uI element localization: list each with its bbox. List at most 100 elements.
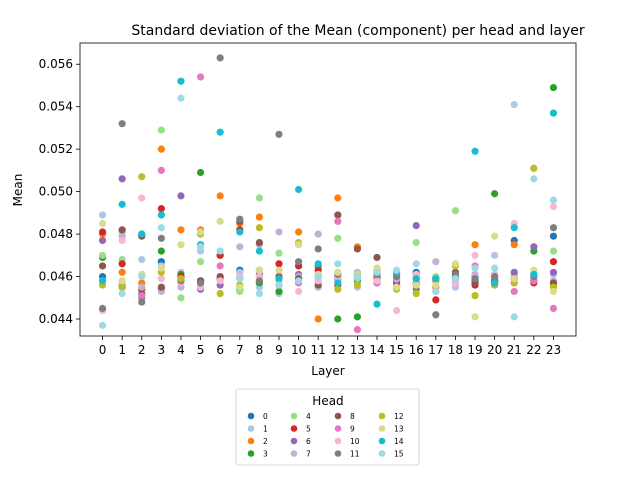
- point-head-10: [393, 306, 401, 315]
- legend-marker-head-7: [290, 450, 298, 457]
- point-head-5: [98, 228, 107, 236]
- legend-label-head-0: 0: [263, 412, 268, 421]
- legend-label-head-11: 11: [350, 450, 360, 459]
- point-head-7: [138, 283, 146, 291]
- point-head-5: [157, 205, 165, 213]
- point-head-10: [373, 277, 381, 285]
- point-head-13: [294, 241, 303, 249]
- legend-marker-head-3: [247, 450, 255, 457]
- legend-label-head-7: 7: [306, 450, 311, 459]
- legend-label-head-4: 4: [306, 412, 311, 421]
- point-head-10: [216, 277, 224, 285]
- point-head-4: [98, 251, 107, 259]
- point-head-13: [471, 313, 479, 321]
- point-head-15: [491, 264, 499, 272]
- point-head-5: [275, 260, 283, 268]
- legend-marker-head-8: [334, 412, 342, 420]
- point-head-4: [275, 249, 283, 257]
- point-head-1: [491, 251, 499, 259]
- point-head-14: [275, 275, 283, 283]
- chart-title: Standard deviation of the Mean (componen…: [131, 23, 584, 39]
- y-tick-label: 0.048: [39, 227, 73, 241]
- point-head-8: [353, 245, 362, 253]
- legend-marker-head-12: [378, 412, 386, 420]
- point-head-6: [98, 236, 107, 245]
- point-head-9: [196, 73, 205, 81]
- point-head-3: [275, 287, 283, 296]
- point-head-14: [510, 224, 518, 232]
- point-head-11: [471, 275, 479, 283]
- legend-marker-head-14: [378, 437, 386, 445]
- legend-marker-head-15: [378, 450, 386, 457]
- point-head-7: [432, 258, 440, 266]
- point-head-12: [118, 283, 126, 291]
- point-head-11: [294, 258, 303, 266]
- legend-marker-head-2: [247, 437, 255, 445]
- legend-marker-head-10: [334, 437, 342, 445]
- point-head-14: [157, 211, 165, 219]
- point-head-14: [549, 109, 558, 117]
- point-head-6: [510, 268, 518, 276]
- legend-box: [235, 388, 420, 466]
- point-head-13: [177, 241, 185, 249]
- point-head-13: [510, 275, 518, 283]
- point-head-6: [530, 243, 538, 251]
- point-head-8: [373, 253, 381, 262]
- point-head-4: [177, 294, 185, 302]
- point-head-7: [314, 230, 322, 238]
- point-head-3: [196, 168, 205, 177]
- point-head-12: [255, 224, 263, 232]
- x-tick-label: 16: [409, 343, 424, 357]
- legend-title: Head: [312, 394, 343, 408]
- point-head-11: [236, 215, 244, 223]
- x-tick-label: 7: [236, 343, 244, 357]
- legend-marker-head-9: [334, 425, 342, 432]
- y-tick-label: 0.056: [39, 57, 73, 71]
- point-head-12: [530, 164, 538, 172]
- point-head-13: [236, 283, 244, 291]
- legend-label-head-3: 3: [263, 450, 268, 459]
- point-head-11: [138, 298, 146, 306]
- point-head-13: [393, 283, 401, 291]
- point-head-13: [451, 260, 460, 268]
- point-head-4: [451, 207, 460, 215]
- point-head-12: [216, 289, 224, 298]
- point-head-11: [255, 277, 263, 285]
- point-head-4: [334, 234, 342, 242]
- point-head-14: [491, 279, 499, 287]
- point-head-11: [314, 245, 322, 253]
- point-head-9: [157, 166, 165, 174]
- point-head-15: [216, 247, 224, 255]
- point-head-1: [138, 255, 146, 264]
- point-head-11: [491, 272, 499, 281]
- point-head-15: [255, 289, 263, 298]
- x-tick-label: 23: [546, 343, 561, 357]
- point-head-15: [334, 260, 342, 268]
- point-head-5: [432, 296, 440, 304]
- point-head-2: [118, 268, 126, 276]
- point-head-2: [255, 213, 263, 221]
- point-head-12: [177, 275, 185, 283]
- point-head-6: [177, 192, 185, 200]
- point-head-15: [314, 272, 322, 281]
- point-head-4: [412, 238, 420, 247]
- point-head-14: [373, 300, 381, 308]
- point-head-13: [412, 281, 420, 289]
- x-tick-label: 0: [99, 343, 107, 357]
- point-head-10: [294, 287, 303, 296]
- point-head-8: [255, 238, 263, 247]
- point-head-14: [412, 275, 420, 283]
- point-head-2: [157, 145, 165, 153]
- point-head-15: [451, 275, 460, 283]
- point-head-11: [157, 234, 165, 242]
- point-head-3: [491, 190, 499, 198]
- point-head-2: [314, 315, 322, 323]
- point-head-2: [216, 192, 224, 200]
- point-head-8: [98, 262, 107, 270]
- point-head-2: [294, 228, 303, 236]
- point-head-14: [216, 128, 224, 136]
- x-tick-label: 9: [275, 343, 283, 357]
- point-head-12: [353, 281, 362, 289]
